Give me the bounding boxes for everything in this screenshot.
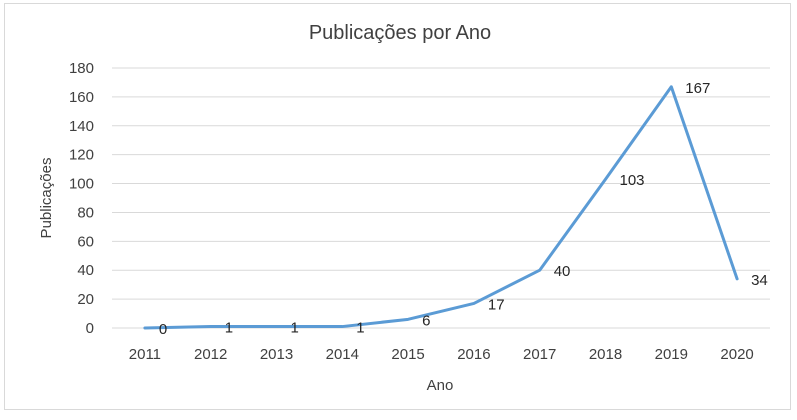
x-tick-label: 2019: [655, 346, 688, 363]
data-label: 1: [291, 320, 299, 337]
y-tick-label: 100: [69, 176, 94, 193]
data-label: 6: [422, 312, 430, 329]
data-labels: 0 1 1 1 6 17 40 103 167 34: [159, 80, 768, 338]
y-tick-label: 80: [77, 204, 94, 221]
data-label: 1: [356, 320, 364, 337]
y-tick-label: 20: [77, 291, 94, 308]
x-tick-label: 2012: [194, 346, 227, 363]
y-tick-label: 120: [69, 147, 94, 164]
data-label: 34: [751, 272, 768, 289]
gridlines: [112, 67, 770, 329]
data-label: 103: [620, 172, 645, 189]
series-line: [143, 85, 739, 330]
chart-title: Publicações por Ano: [309, 22, 491, 44]
x-tick-label: 2017: [523, 346, 556, 363]
data-label: 0: [159, 321, 167, 338]
y-tick-label: 0: [86, 320, 94, 337]
y-axis-ticks: 0 20 40 60 80 100 120 140 160 180: [69, 60, 94, 337]
x-tick-label: 2011: [129, 346, 161, 363]
y-tick-label: 60: [77, 233, 94, 250]
x-tick-label: 2018: [589, 346, 622, 363]
y-tick-label: 40: [77, 262, 94, 279]
y-tick-label: 180: [69, 60, 94, 77]
x-tick-label: 2015: [391, 346, 424, 363]
x-tick-label: 2014: [326, 346, 359, 363]
x-axis-title: Ano: [427, 377, 454, 394]
chart-frame: [4, 3, 791, 410]
data-label: 17: [488, 296, 505, 313]
y-axis-title: Publicações: [38, 158, 55, 239]
data-label: 167: [685, 80, 710, 97]
x-axis-ticks: 2011 2012 2013 2014 2015 2016 2017 2018 2019 2020: [129, 346, 754, 363]
y-tick-label: 160: [69, 89, 94, 106]
data-label: 1: [225, 320, 233, 337]
data-label: 40: [554, 263, 571, 280]
y-tick-label: 140: [69, 118, 94, 135]
x-tick-label: 2016: [457, 346, 490, 363]
x-tick-label: 2020: [720, 346, 753, 363]
x-tick-label: 2013: [260, 346, 293, 363]
